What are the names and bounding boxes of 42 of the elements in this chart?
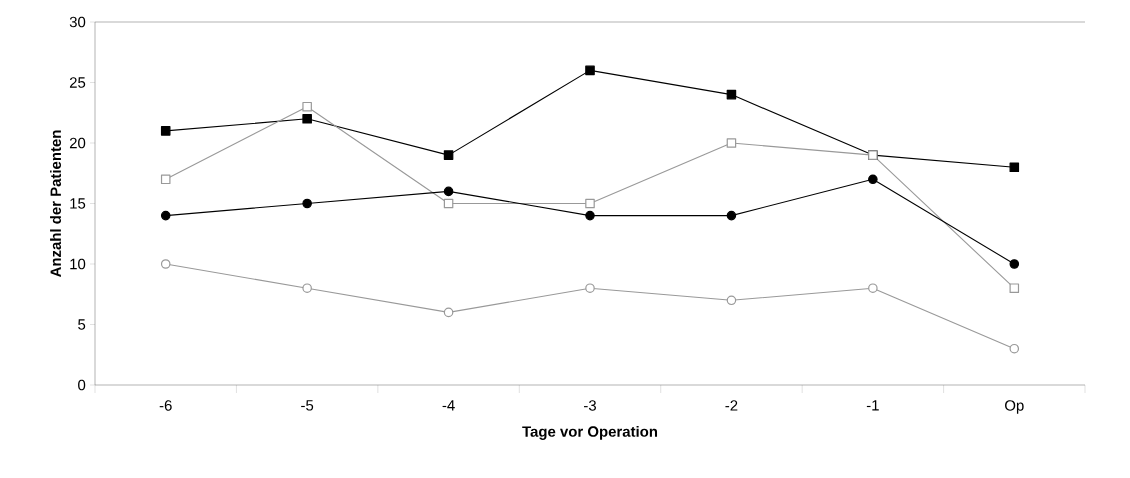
- y-tick-label: 25: [69, 77, 86, 88]
- y-tick-label: 30: [69, 16, 86, 28]
- point: [868, 174, 878, 185]
- point: [585, 210, 595, 221]
- point: [726, 89, 737, 100]
- point: [160, 210, 171, 221]
- point: [726, 138, 737, 148]
- point: [585, 198, 595, 209]
- point: [443, 186, 454, 197]
- point: [302, 283, 312, 293]
- x-tick-label: -4: [442, 400, 455, 411]
- x-tick-label: -5: [301, 400, 314, 411]
- point: [585, 65, 595, 76]
- x-tick-label: -2: [725, 400, 738, 411]
- point: [443, 307, 454, 318]
- point: [160, 259, 171, 269]
- point: [302, 198, 312, 209]
- point: [160, 126, 171, 136]
- point: [868, 283, 878, 293]
- point: [585, 283, 595, 293]
- y-tick-label: 15: [70, 198, 86, 209]
- point: [1009, 259, 1020, 269]
- x-tick-label: -3: [584, 400, 596, 411]
- point: [726, 295, 737, 306]
- y-tick-label: 20: [69, 137, 86, 149]
- x-tick-label: Op: [1005, 400, 1024, 414]
- point: [443, 198, 454, 209]
- y-tick-label: 5: [78, 319, 86, 330]
- point: [726, 210, 737, 221]
- point: [302, 114, 312, 124]
- point: [443, 150, 454, 160]
- y-tick-label: 0: [78, 379, 86, 391]
- point: [160, 174, 171, 185]
- y-tick-label: 10: [70, 258, 86, 270]
- point: [1009, 343, 1020, 354]
- point: [1009, 283, 1020, 293]
- point: [302, 101, 312, 112]
- x-axis-title: Tage vor Operation: [522, 425, 658, 440]
- x-tick-label: -1: [866, 400, 879, 411]
- y-axis-title: Anzahl der Patienten: [50, 130, 62, 278]
- point: [1009, 162, 1020, 172]
- x-tick-label: -6: [159, 400, 172, 411]
